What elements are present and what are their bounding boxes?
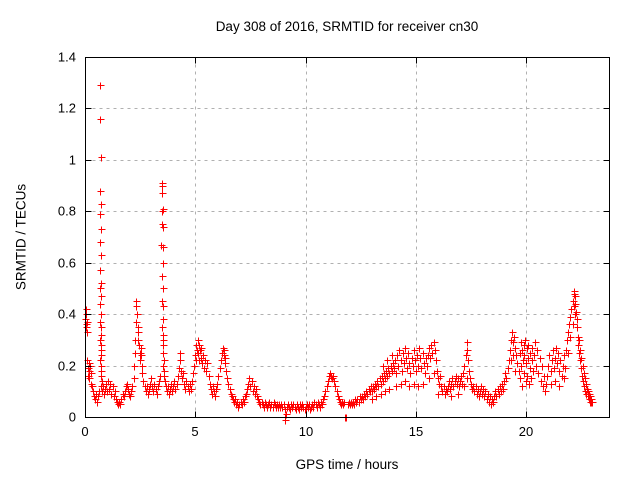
x-tick-label: 20: [519, 424, 533, 439]
y-tick-label: 0: [69, 410, 76, 425]
y-tick-label: 0.4: [58, 307, 76, 322]
chart-title: Day 308 of 2016, SRMTID for receiver cn3…: [215, 19, 479, 34]
y-tick-label: 0.2: [58, 359, 76, 374]
data-points: [82, 82, 597, 425]
y-tick-label: 1.2: [58, 101, 76, 116]
x-tick-label: 10: [299, 424, 313, 439]
y-tick-label: 1: [69, 153, 76, 168]
x-tick-label: 15: [409, 424, 423, 439]
y-tick-label: 0.8: [58, 204, 76, 219]
x-axis-label: GPS time / hours: [295, 457, 399, 472]
tick-marks: [85, 57, 610, 418]
x-tick-labels: 0 5 10 15 20: [81, 424, 533, 439]
plot-border: [85, 57, 610, 418]
y-tick-labels: 0 0.2 0.4 0.6 0.8 1 1.2 1.4: [58, 50, 76, 425]
x-tick-label: 5: [191, 424, 198, 439]
y-tick-label: 0.6: [58, 256, 76, 271]
grid-lines: [85, 57, 610, 418]
y-tick-label: 1.4: [58, 50, 76, 65]
x-tick-label: 0: [81, 424, 88, 439]
